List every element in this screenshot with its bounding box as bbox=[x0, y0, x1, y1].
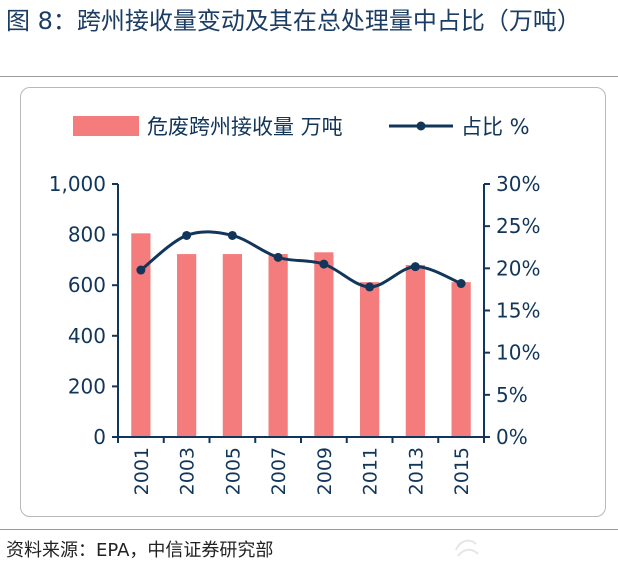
x-tick-label: 2001 bbox=[131, 447, 153, 495]
y-left-tick-label: 400 bbox=[68, 324, 106, 348]
y-right-tick-label: 30% bbox=[496, 172, 540, 196]
bar-2005 bbox=[222, 254, 242, 437]
figure-title: 图 8：跨州接收量变动及其在总处理量中占比（万吨） bbox=[6, 7, 581, 35]
bar-2009 bbox=[314, 252, 334, 437]
line-point-2009 bbox=[319, 259, 329, 269]
bar-2011 bbox=[360, 282, 380, 437]
chart-canvas: 0 200 400 600 800 1,000 0% 5% 10% 15% 20% 25% 30% 200… bbox=[49, 115, 541, 495]
line-point-2001 bbox=[136, 265, 146, 275]
x-tick-label: 2013 bbox=[405, 447, 427, 495]
chart-container: 0 200 400 600 800 1,000 0% 5% 10% 15% 20% 25% 30% 200… bbox=[20, 87, 606, 517]
y-left-tick-label: 200 bbox=[68, 374, 106, 398]
x-tick-label: 2009 bbox=[314, 447, 336, 495]
y-right-tick-label: 10% bbox=[496, 341, 540, 365]
x-tick-label: 2011 bbox=[360, 447, 382, 495]
legend-bar-swatch bbox=[73, 116, 139, 136]
bar-2001 bbox=[131, 233, 151, 437]
y-right-tick-label: 15% bbox=[496, 299, 540, 323]
y-left-tick-label: 0 bbox=[93, 425, 106, 449]
bar-2015 bbox=[451, 282, 471, 437]
title-divider bbox=[0, 76, 618, 77]
y-left-tick-label: 800 bbox=[68, 223, 106, 247]
y-left-tick-label: 1,000 bbox=[49, 172, 106, 196]
y-right-tick-label: 0% bbox=[496, 425, 528, 449]
line-point-2011 bbox=[365, 282, 375, 292]
legend-line-marker bbox=[416, 121, 426, 131]
source-divider bbox=[0, 529, 618, 530]
y-right-tick-label: 20% bbox=[496, 256, 540, 280]
line-point-2007 bbox=[273, 252, 283, 262]
bar-2007 bbox=[268, 254, 288, 437]
bar-2003 bbox=[177, 254, 197, 437]
line-point-2003 bbox=[182, 230, 192, 240]
line-point-2013 bbox=[410, 262, 420, 272]
legend-line-label: 占比 % bbox=[461, 115, 530, 139]
line-point-2005 bbox=[227, 230, 237, 240]
line-point-2015 bbox=[456, 279, 466, 289]
x-tick-label: 2005 bbox=[222, 447, 244, 495]
x-tick-label: 2003 bbox=[177, 447, 199, 495]
y-right-tick-label: 5% bbox=[496, 383, 528, 407]
x-tick-label: 2015 bbox=[451, 447, 473, 495]
y-right-tick-label: 25% bbox=[496, 214, 540, 238]
watermark-icon bbox=[455, 539, 479, 557]
source-note: 资料来源：EPA，中信证券研究部 bbox=[6, 540, 274, 561]
x-tick-label: 2007 bbox=[268, 447, 290, 495]
bar-2013 bbox=[405, 264, 425, 437]
y-left-tick-label: 600 bbox=[68, 273, 106, 297]
legend-bar-label: 危废跨州接收量 万吨 bbox=[147, 115, 343, 139]
